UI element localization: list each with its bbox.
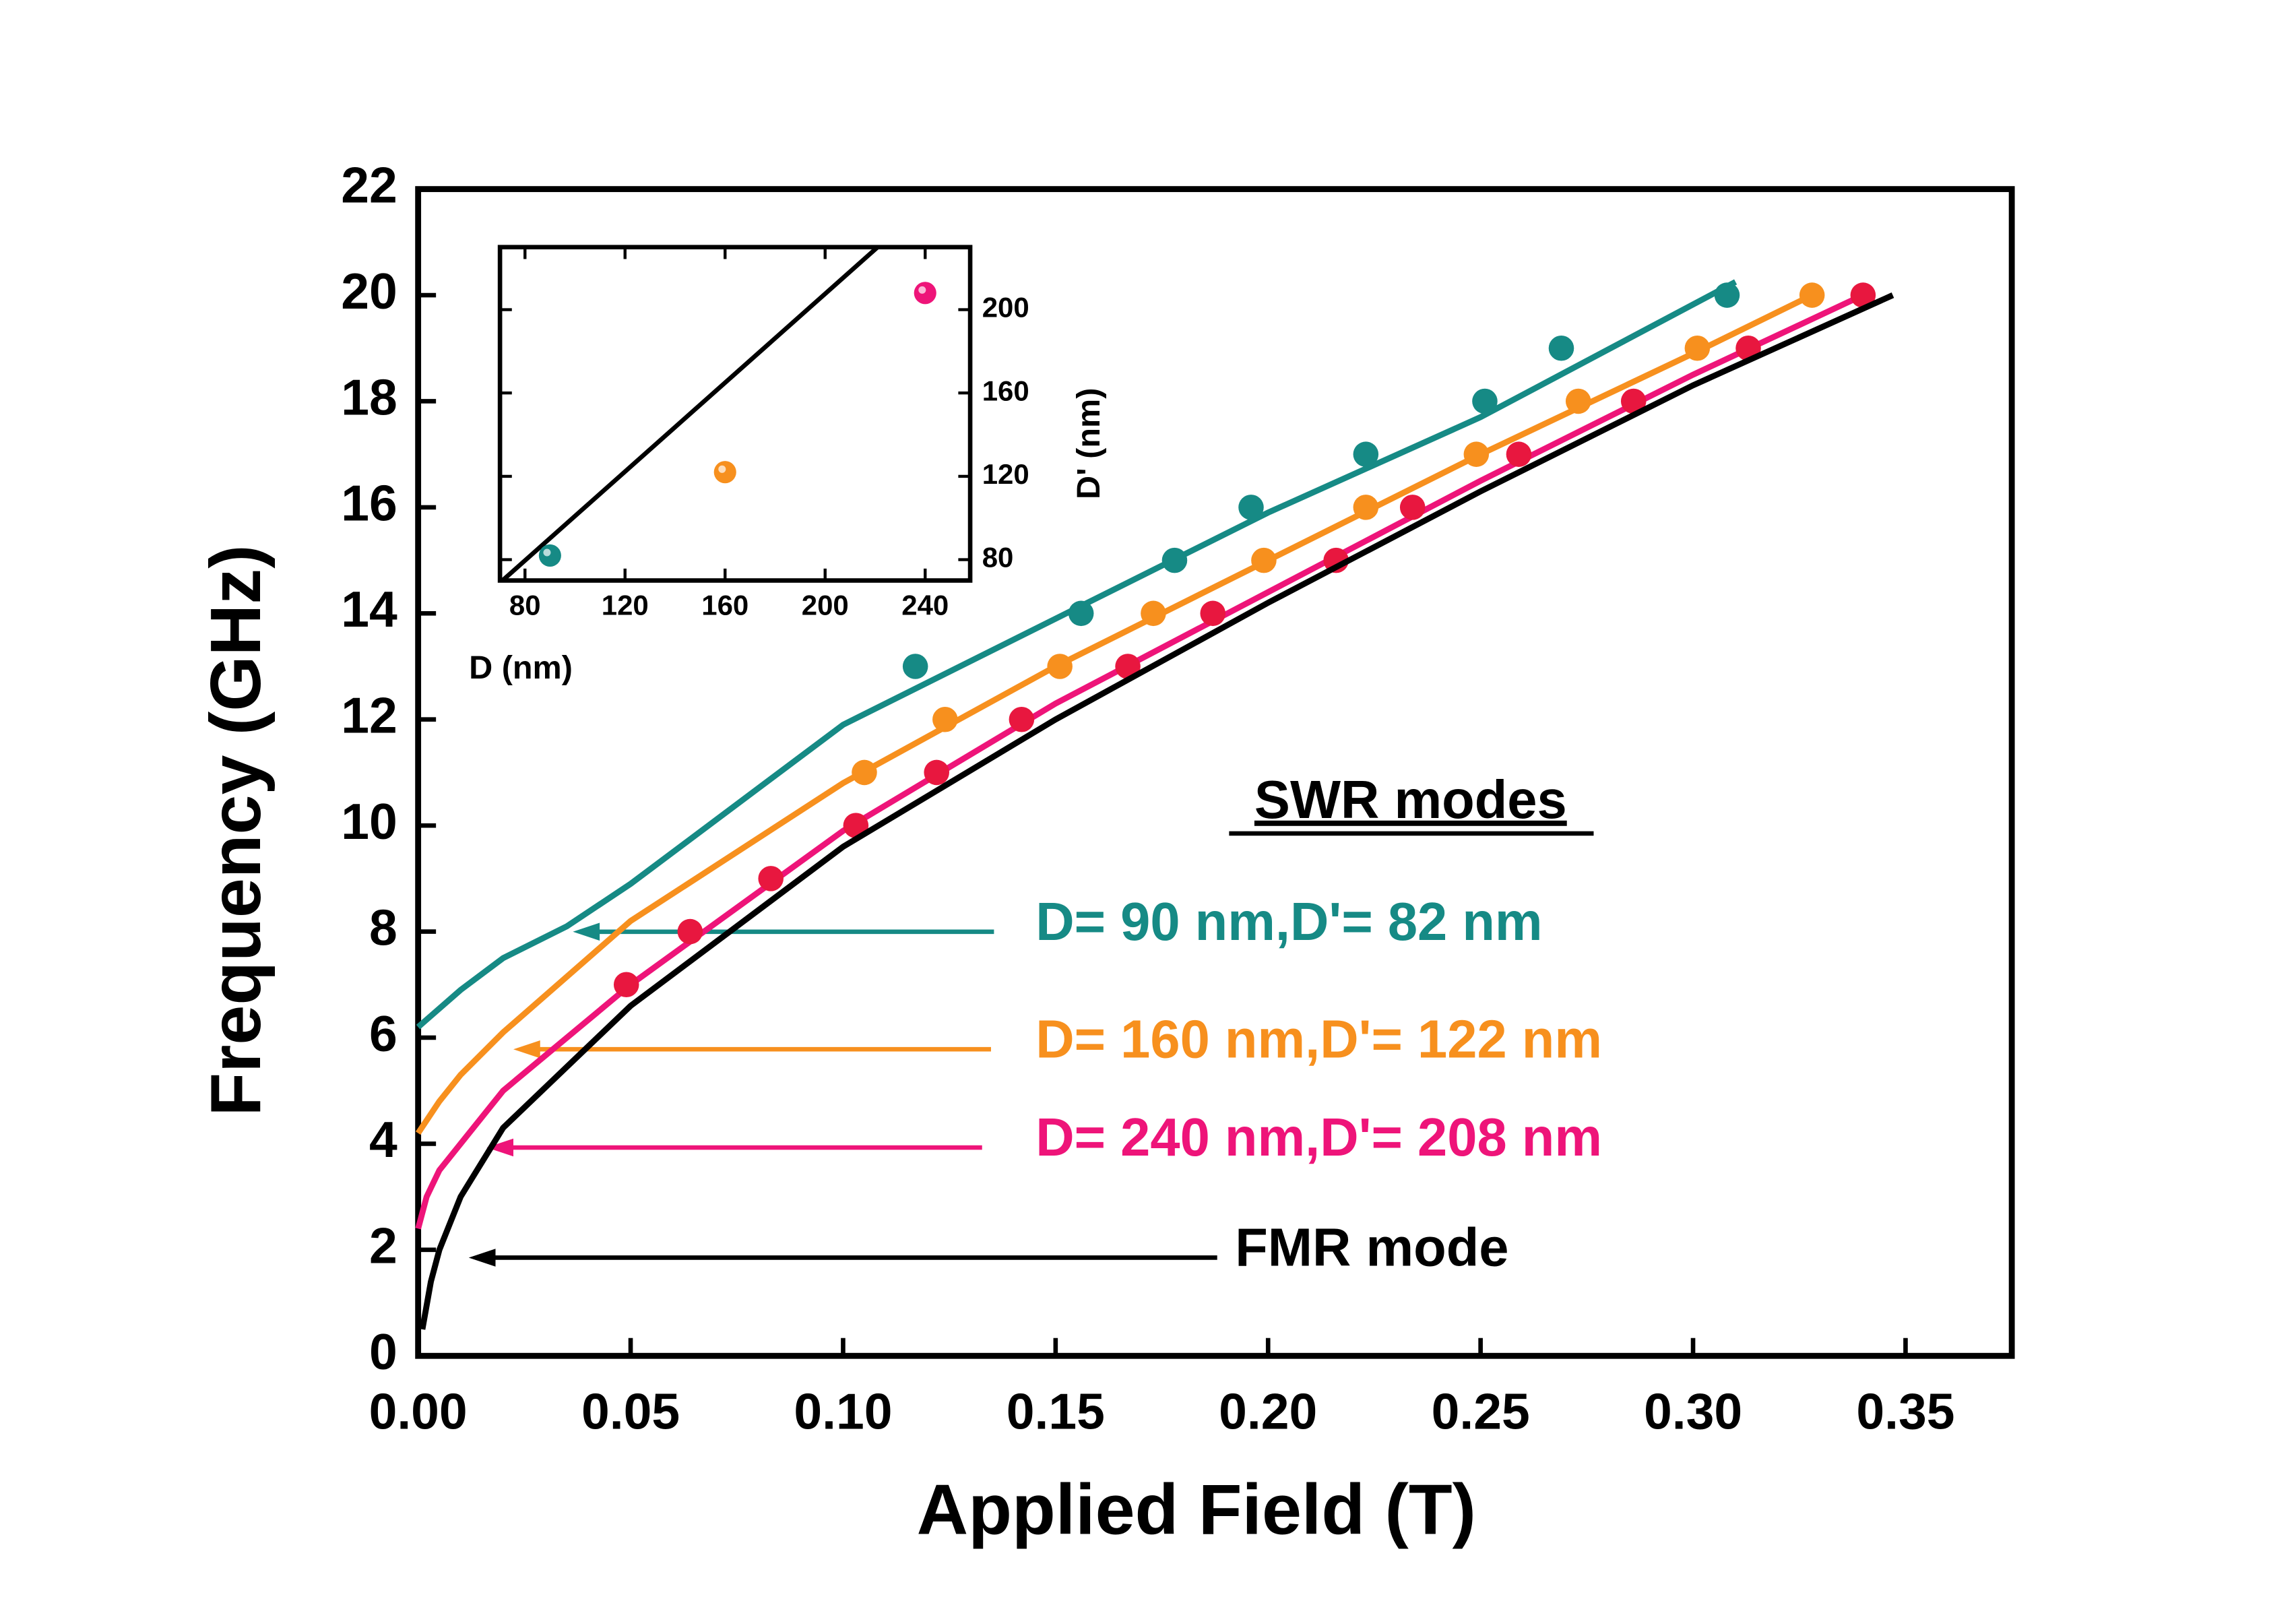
inset-x-tick-label: 240	[901, 589, 949, 621]
x-tick-label: 0.35	[1856, 1383, 1954, 1439]
data-point	[1565, 388, 1591, 414]
y-tick-label: 6	[369, 1005, 397, 1062]
data-point	[613, 972, 639, 998]
inset-y-tick-label: 160	[982, 375, 1029, 406]
data-point	[852, 759, 877, 786]
data-point	[1009, 706, 1035, 732]
x-tick-label: 0.10	[794, 1383, 892, 1439]
data-point	[1399, 495, 1426, 520]
data-point	[924, 759, 949, 786]
plot-frame	[415, 186, 2015, 1359]
x-tick-label: 0.00	[369, 1383, 468, 1439]
arrow-head	[486, 1138, 513, 1157]
data-point	[1463, 441, 1490, 467]
legend-label: FMR mode	[1235, 1218, 1508, 1278]
inset-y-tick-label: 120	[982, 458, 1029, 490]
inset-x-tick-label: 160	[701, 589, 748, 621]
data-point	[758, 866, 784, 891]
data-point	[932, 706, 958, 732]
inset-point	[538, 544, 561, 567]
data-point	[1115, 654, 1141, 679]
inset-point-highlight	[543, 548, 551, 557]
data-point	[1506, 441, 1532, 467]
inset-point	[713, 461, 736, 484]
data-point	[1850, 282, 1876, 308]
arrow-head	[513, 1040, 540, 1059]
data-point	[1353, 441, 1379, 467]
y-tick-label: 10	[341, 793, 397, 850]
fit-curve	[419, 292, 1894, 1330]
data-point	[1238, 495, 1264, 520]
arrow-head	[468, 1249, 496, 1267]
inset-y-tick-label: 200	[982, 292, 1029, 323]
data-point	[1620, 388, 1647, 414]
x-tick-label: 0.30	[1644, 1383, 1742, 1439]
data-point	[1684, 335, 1711, 361]
x-tick-label: 0.25	[1432, 1383, 1530, 1439]
y-tick-label: 22	[341, 156, 397, 213]
data-point	[1353, 495, 1379, 520]
fit-curve	[416, 279, 1737, 1030]
y-tick-label: 20	[341, 263, 397, 319]
data-point	[1047, 654, 1073, 679]
inset-y-tick-label: 80	[982, 542, 1014, 573]
inset-frame	[497, 245, 973, 583]
inset-point	[914, 282, 936, 305]
data-point	[1161, 547, 1188, 573]
legend-label: D= 90 nm,D'= 82 nm	[1035, 891, 1542, 951]
inset-x-label: D (nm)	[469, 650, 573, 686]
inset-x-tick-label: 200	[802, 589, 849, 621]
inset-point-highlight	[718, 465, 726, 473]
y-tick-label: 2	[369, 1218, 397, 1274]
data-point	[1472, 388, 1498, 414]
arrow-head	[573, 922, 600, 941]
data-point	[677, 918, 703, 945]
y-axis-label: Frequency (GHz)	[196, 545, 276, 1117]
legend-title: SWR modes	[1254, 769, 1567, 829]
y-tick-label: 0	[369, 1323, 397, 1380]
legend-label: D= 240 nm,D'= 208 nm	[1035, 1107, 1602, 1167]
data-point	[1799, 282, 1825, 308]
fit-curve	[415, 292, 1814, 1135]
data-point	[1548, 335, 1574, 361]
y-tick-label: 14	[341, 581, 397, 637]
inset-x-tick-label: 120	[602, 589, 649, 621]
reference-line	[501, 247, 879, 581]
y-tick-label: 18	[341, 369, 397, 425]
x-tick-label: 0.15	[1007, 1383, 1105, 1439]
data-point	[1068, 600, 1094, 627]
inset-point-highlight	[918, 286, 926, 294]
x-axis-label: Applied Field (T)	[917, 1470, 1476, 1550]
inset-y-label: D' (nm)	[1071, 388, 1107, 499]
data-point	[1200, 600, 1226, 627]
y-tick-label: 12	[341, 687, 397, 744]
data-point	[902, 654, 928, 679]
y-tick-label: 4	[369, 1111, 397, 1168]
inset-x-tick-label: 80	[509, 589, 541, 621]
data-point	[1141, 600, 1166, 627]
y-tick-label: 8	[369, 899, 397, 955]
x-tick-label: 0.20	[1219, 1383, 1317, 1439]
data-point	[1251, 547, 1277, 573]
x-tick-label: 0.05	[581, 1383, 680, 1439]
legend-label: D= 160 nm,D'= 122 nm	[1035, 1009, 1602, 1069]
y-tick-label: 16	[341, 475, 397, 532]
data-point	[1714, 282, 1740, 308]
